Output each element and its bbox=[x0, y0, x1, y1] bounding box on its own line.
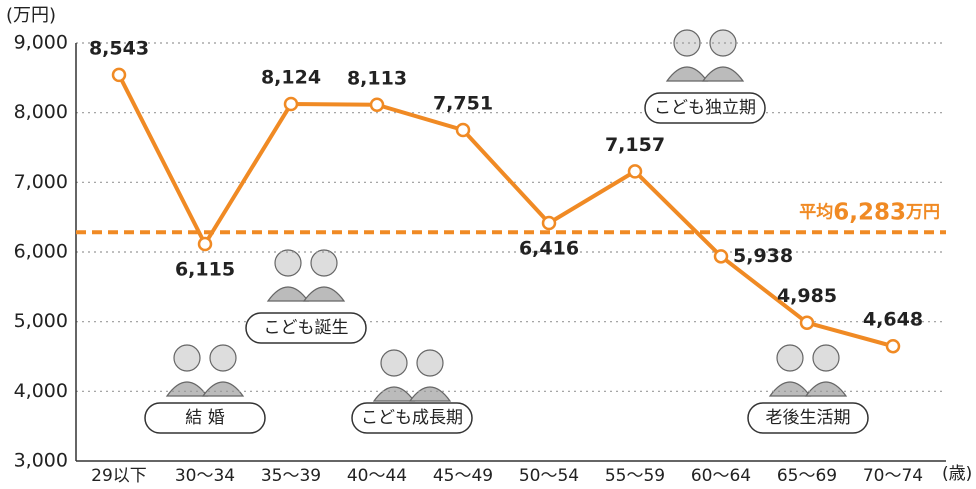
illustration-head bbox=[777, 345, 803, 371]
average-label-part: 万円 bbox=[905, 202, 940, 222]
illustration-head bbox=[210, 345, 236, 371]
y-tick-label: 7,000 bbox=[14, 171, 68, 193]
illustration-head bbox=[813, 345, 839, 371]
point bbox=[801, 317, 813, 329]
value-label: 8,113 bbox=[347, 67, 407, 89]
annotation: 結 婚 bbox=[185, 408, 224, 428]
x-tick-label: 45〜49 bbox=[433, 466, 493, 486]
chart: (万円) (歳) 3,000 4,000 5,000 6,000 7,000 8,000 9… bbox=[0, 0, 976, 489]
annotation: こども誕生 bbox=[264, 318, 349, 338]
illustration-body bbox=[410, 387, 450, 401]
value-label: 6,416 bbox=[519, 238, 579, 260]
point bbox=[199, 238, 211, 250]
illustration-body bbox=[268, 287, 308, 301]
value-label: 8,543 bbox=[89, 37, 149, 59]
x-tick-label: 50〜54 bbox=[519, 466, 579, 486]
value-label: 7,157 bbox=[605, 134, 665, 156]
x-tick-label: 35〜39 bbox=[261, 466, 321, 486]
x-tick-label: 70〜74 bbox=[863, 466, 923, 486]
value-label: 7,751 bbox=[433, 93, 493, 115]
x-tick-label: 65〜69 bbox=[777, 466, 837, 486]
illustration-head bbox=[381, 350, 407, 376]
value-label: 6,115 bbox=[175, 258, 235, 280]
x-tick-label: 30〜34 bbox=[175, 466, 235, 486]
illustration-body bbox=[703, 67, 743, 81]
value-label: 5,938 bbox=[733, 245, 793, 267]
value-label: 4,648 bbox=[863, 309, 923, 331]
value-label: 8,124 bbox=[261, 67, 321, 89]
point bbox=[371, 99, 383, 111]
point bbox=[887, 340, 899, 352]
annotation: こども成長期 bbox=[361, 408, 463, 428]
x-tick-label: 60〜64 bbox=[691, 466, 751, 486]
value-label: 4,985 bbox=[777, 285, 837, 307]
point bbox=[113, 69, 125, 81]
point bbox=[715, 250, 727, 262]
y-tick-label: 5,000 bbox=[14, 310, 68, 332]
point bbox=[285, 98, 297, 110]
illustration-body bbox=[770, 382, 810, 396]
y-tick-label: 8,000 bbox=[14, 101, 68, 123]
illustration-body bbox=[203, 382, 243, 396]
illustration-body bbox=[304, 287, 344, 301]
illustration-body bbox=[167, 382, 207, 396]
illustration-body bbox=[806, 382, 846, 396]
illustration-body bbox=[374, 387, 414, 401]
average-label: 平均6,283万円 bbox=[799, 199, 940, 225]
y-tick-label: 6,000 bbox=[14, 241, 68, 263]
y-axis-label: (万円) bbox=[6, 5, 56, 26]
point bbox=[457, 124, 469, 136]
illustration-head bbox=[275, 250, 301, 276]
illustration-head bbox=[417, 350, 443, 376]
average-label-part: 平均 bbox=[799, 201, 833, 222]
page: {"chart_data": {"type": "line", "y_label… bbox=[0, 0, 976, 489]
y-tick-label: 4,000 bbox=[14, 380, 68, 402]
illustration-body bbox=[667, 67, 707, 81]
illustration-head bbox=[311, 250, 337, 276]
illustration-head bbox=[174, 345, 200, 371]
annotation: 老後生活期 bbox=[766, 408, 851, 428]
point bbox=[543, 217, 555, 229]
annotation: こども独立期 bbox=[654, 98, 756, 118]
x-tick-label: 29以下 bbox=[91, 466, 147, 486]
average-label-part: 6,283 bbox=[833, 199, 906, 225]
point bbox=[629, 165, 641, 177]
y-tick-label: 3,000 bbox=[14, 450, 68, 472]
x-tick-label: 40〜44 bbox=[347, 466, 407, 486]
x-tick-label: 55〜59 bbox=[605, 466, 665, 486]
x-axis-label: (歳) bbox=[942, 464, 972, 484]
y-tick-label: 9,000 bbox=[14, 32, 68, 54]
